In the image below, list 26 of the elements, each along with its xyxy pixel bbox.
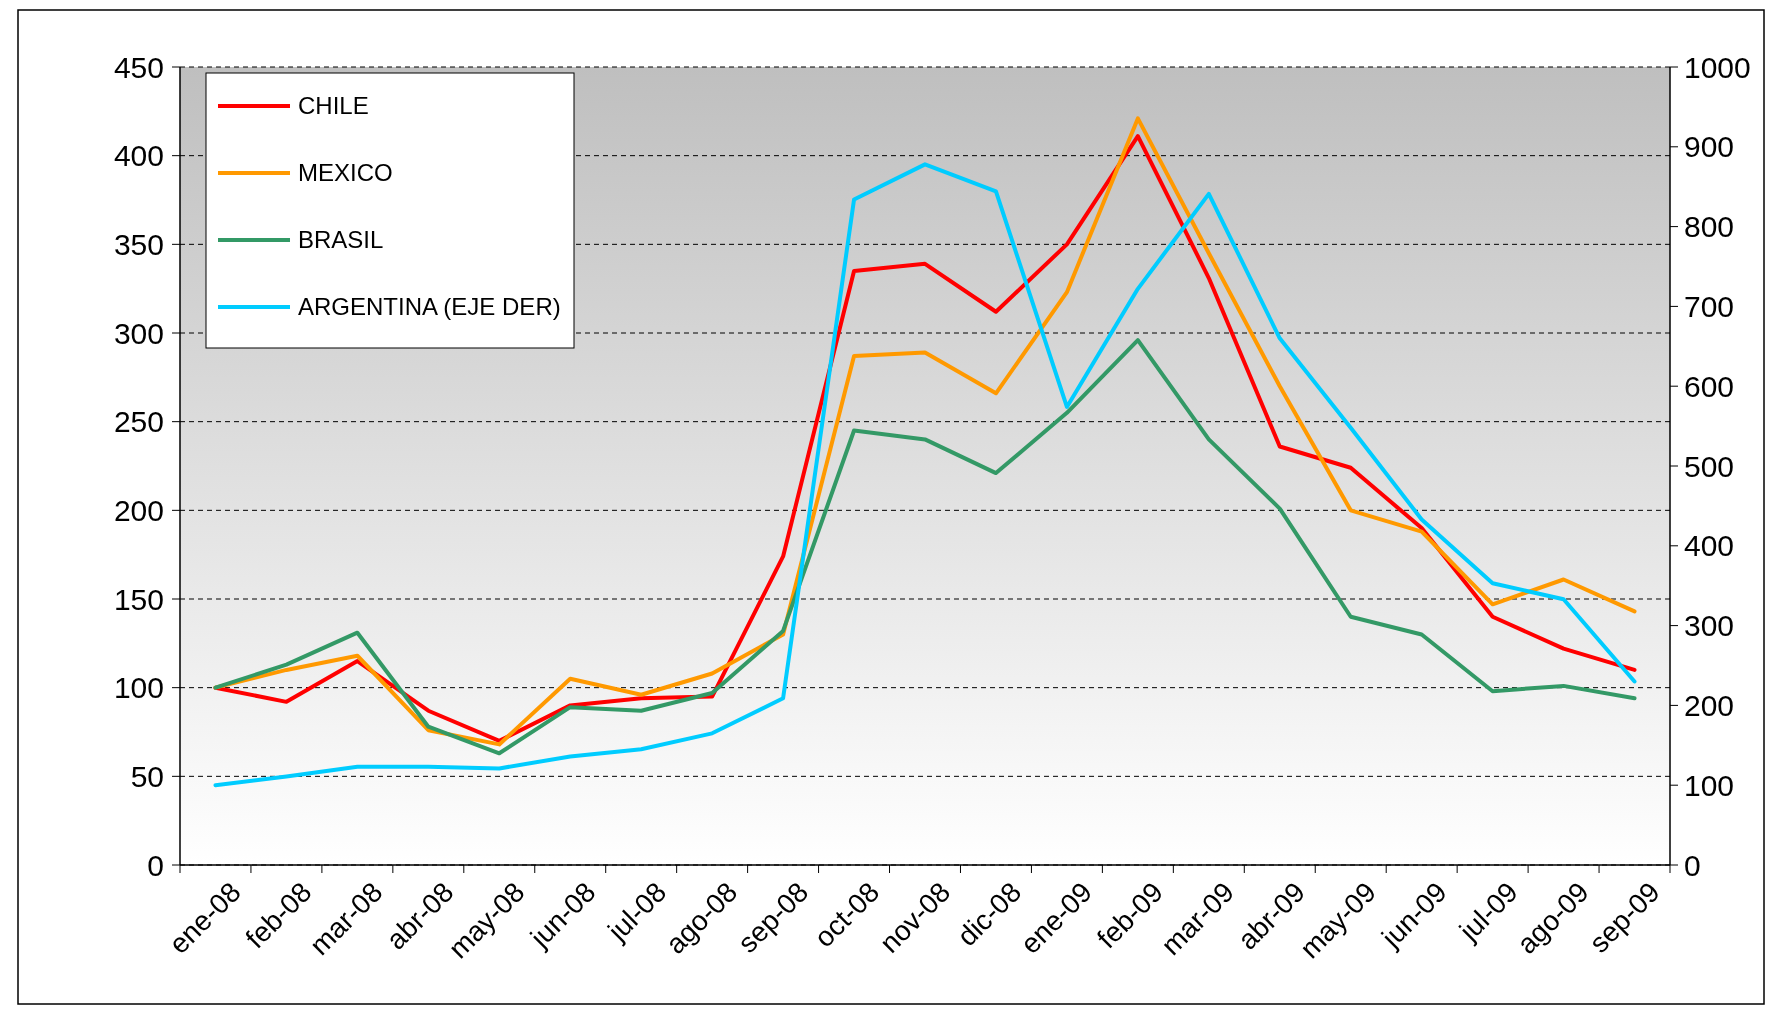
y2-tick-label: 600 [1684,369,1735,403]
y-tick-label: 100 [113,671,164,705]
y2-tick-label: 900 [1684,130,1735,164]
legend-label: BRASIL [298,226,384,254]
legend-label: MEXICO [298,159,393,187]
line-series [213,338,1637,756]
y2-tick-label: 300 [1684,609,1735,643]
y2-tick-label: 200 [1684,688,1735,722]
y-tick-label: 350 [113,227,164,261]
legend-label: CHILE [298,92,369,120]
y-tick-label: 450 [113,50,164,84]
y2-tick-label: 0 [1684,848,1701,882]
y2-tick-label: 400 [1684,529,1735,563]
y-tick-label: 0 [147,848,164,882]
y-tick-label: 50 [130,759,164,793]
y-tick-label: 250 [113,405,164,439]
legend-label: ARGENTINA (EJE DER) [298,293,561,321]
y-tick-label: 150 [113,582,164,616]
y-tick-label: 400 [113,139,164,173]
y-tick-label: 300 [113,316,164,350]
y2-tick-label: 500 [1684,449,1735,483]
y2-tick-label: 700 [1684,289,1735,323]
y2-tick-label: 800 [1684,210,1735,244]
y-tick-label: 200 [113,493,164,527]
y2-tick-label: 1000 [1684,50,1751,84]
y2-tick-label: 100 [1684,768,1735,802]
